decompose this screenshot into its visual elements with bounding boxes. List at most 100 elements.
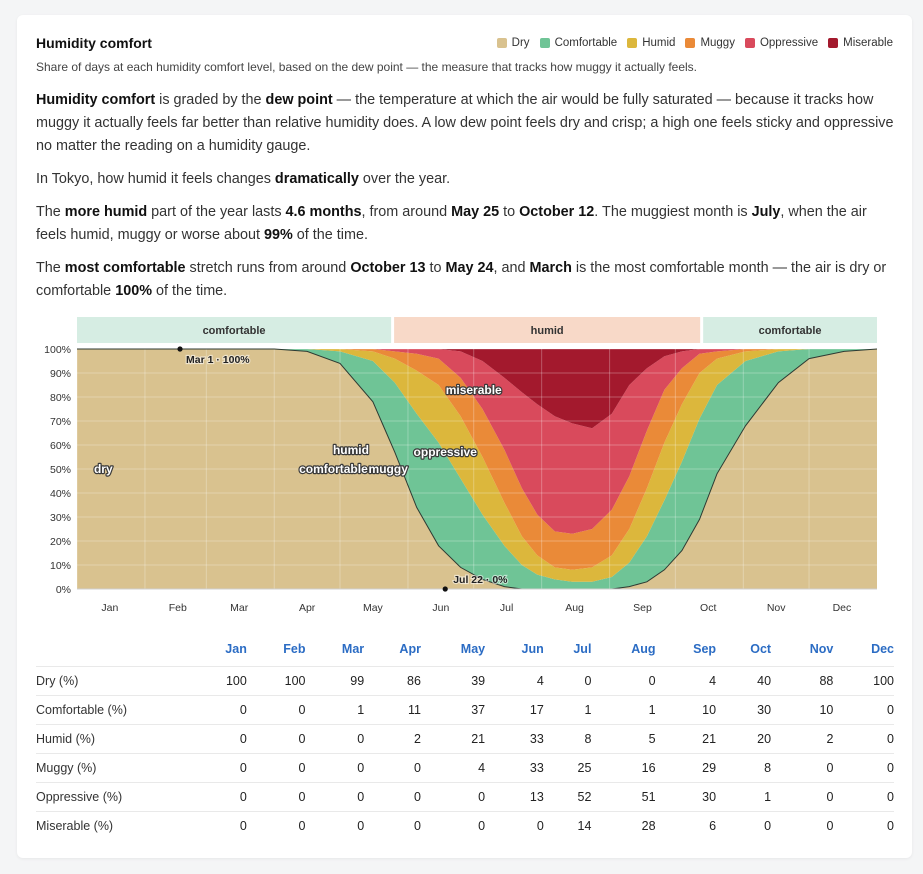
table-cell: 99 [305, 666, 365, 696]
legend-item-oppressive[interactable]: Oppressive [744, 37, 819, 49]
table-cell: 86 [364, 666, 421, 696]
row-label: Comfortable (%) [36, 695, 190, 725]
x-tick-label: May [363, 602, 384, 614]
season-band [394, 317, 701, 343]
table-cell: 0 [420, 782, 486, 812]
row-label: Humid (%) [36, 724, 190, 754]
table-cell: 52 [543, 782, 592, 812]
month-header: Aug [631, 642, 656, 656]
area-dry [77, 349, 877, 589]
legend-item-muggy[interactable]: Muggy [685, 37, 735, 49]
y-tick-label: 10% [50, 560, 71, 572]
table-cell: 0 [485, 811, 544, 840]
season-band [703, 317, 877, 343]
month-header: Jul [573, 642, 592, 656]
y-tick-label: 50% [50, 464, 71, 476]
table-cell: 88 [771, 666, 834, 696]
area-humid [77, 349, 877, 582]
row-label: Miserable (%) [36, 811, 190, 840]
table-cell: 0 [246, 695, 306, 725]
table-cell: 0 [833, 811, 894, 840]
humidity-chart: comfortable humid comfortable 0% 10% 20% 30% 40… [44, 317, 878, 614]
table-cell: 30 [716, 695, 772, 725]
card-title: Humidity comfort [36, 35, 152, 51]
legend-swatch [539, 38, 550, 48]
legend-item-comfortable[interactable]: Comfortable [539, 37, 617, 49]
month-header: Apr [399, 642, 421, 656]
legend-swatch [744, 38, 755, 48]
paragraph-comfortable-season: The most comfortable stretch runs from a… [36, 260, 887, 299]
month-header: Mar [341, 642, 365, 656]
legend-item-humid[interactable]: Humid [627, 37, 675, 49]
table-cell: 0 [716, 811, 772, 840]
legend-item-dry[interactable]: Dry [496, 37, 530, 49]
y-tick-label: 70% [50, 416, 71, 428]
legend-swatch [496, 38, 507, 48]
paragraph-variation: In Tokyo, how humid it feels changes dra… [36, 171, 451, 187]
table-row: Comfortable (%) 0 0 1 11 37 17 1 1 10 30 10 0 [36, 695, 894, 725]
area-label: oppressive [414, 445, 478, 459]
month-header: Feb [283, 642, 306, 656]
x-tick-label: Aug [565, 602, 584, 614]
table-cell: 0 [364, 782, 421, 812]
table-cell: 16 [591, 753, 656, 783]
table-cell: 100 [190, 666, 247, 696]
season-band-label: humid [531, 325, 564, 337]
table-cell: 0 [190, 695, 247, 725]
table-cell: 39 [420, 666, 486, 696]
paragraph-intro: Humidity comfort is graded by the dew po… [36, 92, 894, 154]
table-cell: 0 [420, 811, 486, 840]
table-cell: 14 [543, 811, 592, 840]
table-cell: 0 [543, 666, 592, 696]
table-cell: 0 [771, 782, 834, 812]
table-cell: 6 [655, 811, 717, 840]
table-cell: 8 [543, 724, 592, 754]
table-row: Muggy (%) 0 0 0 0 4 33 25 16 29 8 0 0 [36, 753, 894, 783]
table-cell: 33 [485, 724, 544, 754]
y-tick-label: 30% [50, 512, 71, 524]
table-cell: 100 [246, 666, 306, 696]
humidity-card: Humidity comfort Dry Comfortable Humid M… [17, 15, 912, 858]
table-cell: 10 [771, 695, 834, 725]
table-cell: 21 [420, 724, 486, 754]
table-cell: 51 [591, 782, 656, 812]
x-tick-label: Jul [500, 602, 513, 614]
legend-label: Dry [511, 37, 530, 49]
legend-label: Muggy [700, 37, 735, 49]
y-tick-label: 100% [44, 344, 71, 356]
table-cell: 13 [485, 782, 544, 812]
table-cell: 40 [716, 666, 772, 696]
season-band [77, 317, 392, 343]
legend-label: Humid [642, 37, 676, 49]
area-label: comfortable [299, 462, 368, 476]
area-comfortable [77, 349, 877, 589]
y-tick-label: 80% [50, 392, 71, 404]
table-corner [36, 642, 190, 667]
legend-swatch [828, 38, 839, 48]
month-header: Oct [750, 642, 772, 656]
table-cell: 4 [485, 666, 544, 696]
legend-label: Miserable [843, 37, 893, 49]
table-cell: 0 [246, 753, 306, 783]
table-cell: 28 [591, 811, 656, 840]
y-tick-label: 90% [50, 368, 71, 380]
x-tick-label: Jan [101, 602, 118, 614]
table-header-row: Jan Feb Mar Apr May Jun Jul Aug Sep Oct … [36, 642, 894, 667]
x-tick-label: Jun [432, 602, 449, 614]
table-cell: 2 [364, 724, 421, 754]
x-tick-label: Mar [230, 602, 249, 614]
monthly-table: Jan Feb Mar Apr May Jun Jul Aug Sep Oct … [36, 642, 894, 840]
table-cell: 0 [246, 811, 306, 840]
table-cell: 29 [655, 753, 717, 783]
month-header: Sep [693, 642, 717, 656]
legend-item-miserable[interactable]: Miserable [828, 37, 893, 49]
table-cell: 2 [771, 724, 834, 754]
season-band-label: comfortable [203, 325, 266, 337]
legend-label: Oppressive [759, 37, 819, 49]
table-cell: 17 [485, 695, 544, 725]
table-cell: 0 [246, 782, 306, 812]
x-tick-label: Dec [833, 602, 852, 614]
table-row: Oppressive (%) 0 0 0 0 0 13 52 51 30 1 0 0 [36, 782, 894, 812]
table-cell: 100 [833, 666, 894, 696]
season-band-label: comfortable [759, 325, 822, 337]
